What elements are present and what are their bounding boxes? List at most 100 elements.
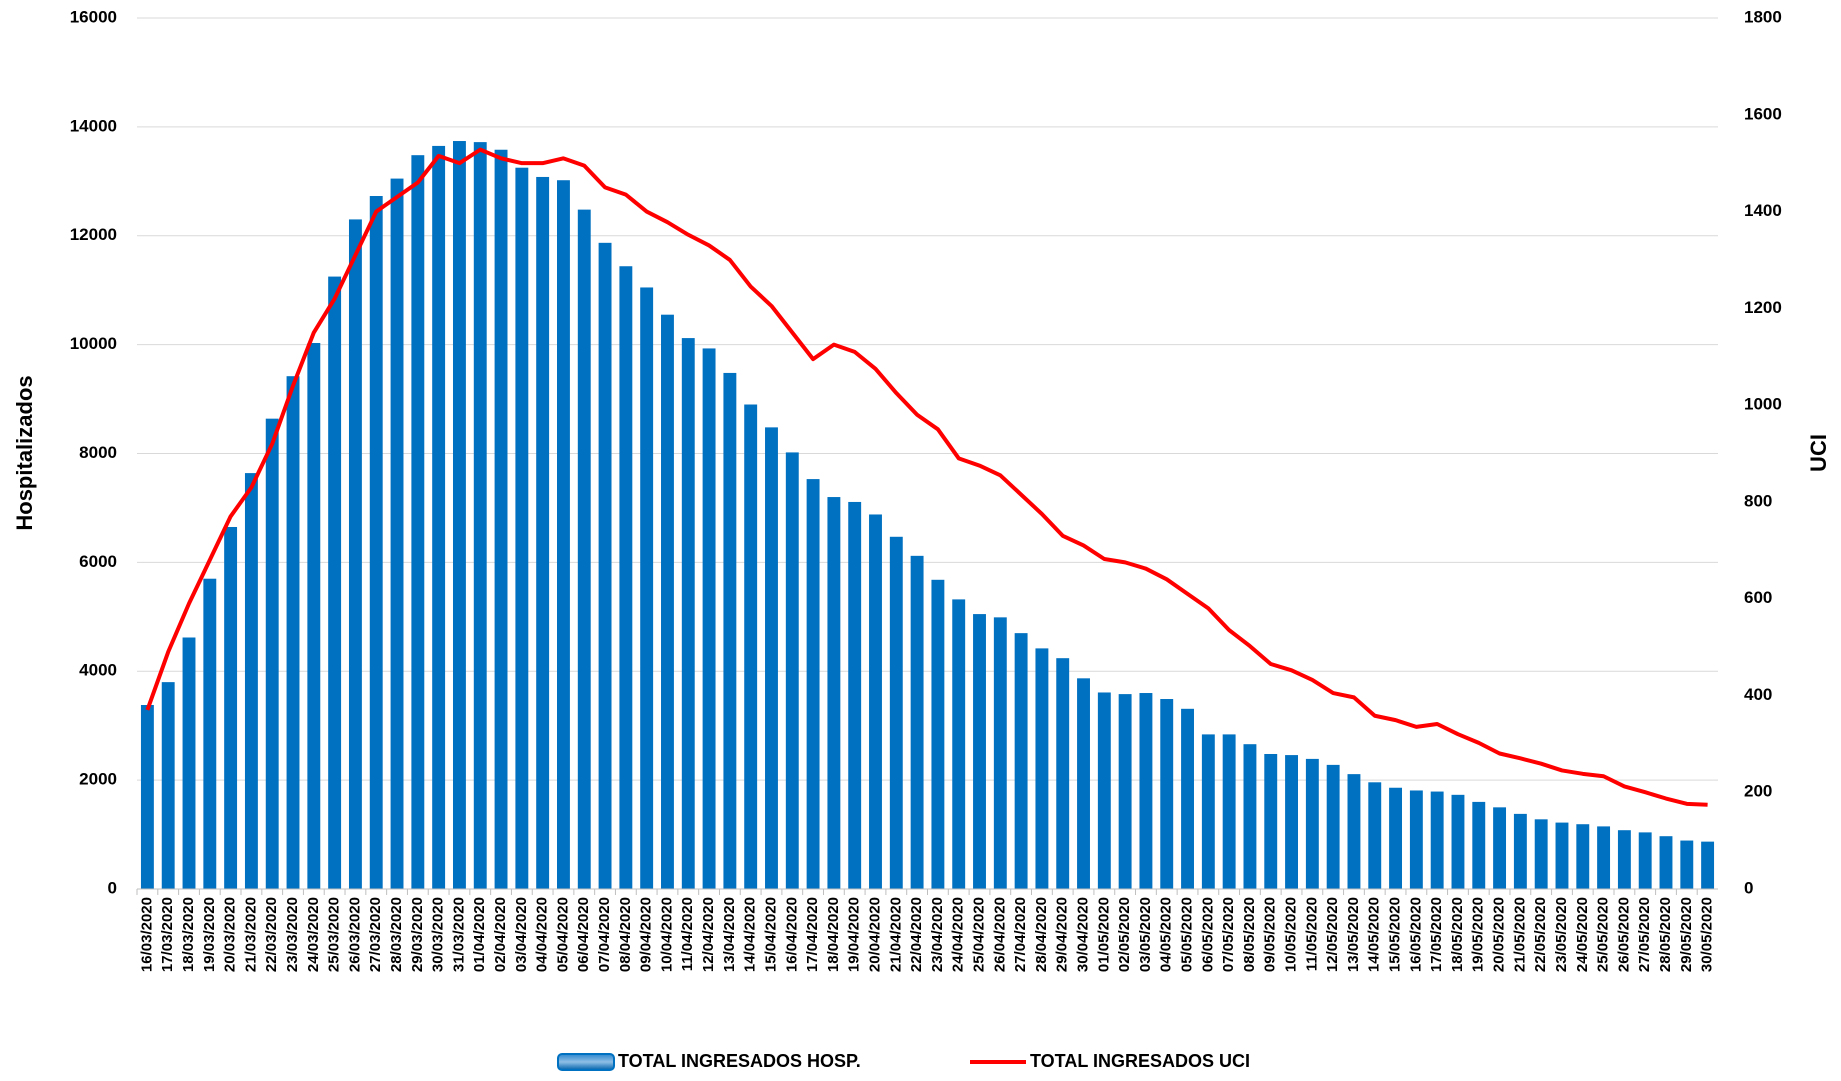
x-tick-label: 23/05/2020 (1553, 897, 1570, 972)
bar (1576, 824, 1590, 889)
x-tick-label: 28/04/2020 (1033, 897, 1050, 972)
x-tick-label: 05/05/2020 (1179, 897, 1196, 972)
bar (286, 376, 300, 890)
bar (1097, 692, 1111, 889)
bar (1389, 787, 1403, 889)
bar (1638, 832, 1652, 889)
bar (827, 497, 841, 889)
bar (681, 338, 695, 889)
x-tick-label: 10/05/2020 (1283, 897, 1300, 972)
bar (1430, 791, 1444, 889)
y2-tick-label: 400 (1744, 685, 1772, 704)
bar (1680, 840, 1694, 889)
x-tick-label: 16/04/2020 (783, 897, 800, 972)
bar (1493, 807, 1507, 889)
bar (889, 536, 903, 889)
x-tick-label: 15/04/2020 (762, 897, 779, 972)
bar (432, 145, 446, 890)
bar (1305, 758, 1319, 889)
x-tick-label: 13/04/2020 (721, 897, 738, 972)
bar (328, 276, 342, 889)
y-tick-label: 16000 (70, 7, 117, 26)
bar (785, 452, 799, 889)
x-tick-label: 02/05/2020 (1116, 897, 1133, 972)
x-tick-label: 27/03/2020 (367, 897, 384, 972)
x-tick-label: 11/04/2020 (679, 897, 696, 971)
y2-tick-label: 1400 (1744, 201, 1782, 220)
bar (1555, 822, 1569, 889)
x-tick-label: 19/04/2020 (846, 897, 863, 972)
x-tick-label: 09/05/2020 (1262, 897, 1279, 972)
bar (598, 242, 612, 889)
bar (244, 473, 258, 889)
x-tick-label: 19/05/2020 (1470, 897, 1487, 972)
x-tick-label: 18/03/2020 (180, 897, 197, 972)
y2-tick-label: 600 (1744, 588, 1772, 607)
bar (1201, 734, 1215, 889)
bar (1264, 753, 1278, 889)
x-tick-label: 21/04/2020 (887, 897, 904, 972)
bar (1326, 764, 1340, 889)
x-tick-label: 30/05/2020 (1699, 897, 1716, 972)
x-tick-label: 16/05/2020 (1407, 897, 1424, 972)
bar (557, 180, 570, 889)
bar (702, 348, 716, 889)
bar (161, 682, 175, 889)
x-tick-label: 26/05/2020 (1615, 897, 1632, 972)
bar (265, 418, 279, 889)
x-tick-label: 20/05/2020 (1491, 897, 1508, 972)
bar (744, 404, 758, 889)
y-tick-label: 6000 (79, 552, 117, 571)
x-tick-label: 13/05/2020 (1345, 897, 1362, 972)
x-tick-label: 14/05/2020 (1366, 897, 1383, 972)
bar (577, 209, 591, 889)
bar (848, 501, 862, 889)
bar (1534, 819, 1548, 889)
y2-tick-label: 1600 (1744, 104, 1782, 123)
x-tick-label: 18/04/2020 (825, 897, 842, 972)
bar (1056, 658, 1070, 889)
x-tick-label: 06/05/2020 (1199, 897, 1216, 972)
y-axis-title: Hospitalizados (12, 375, 37, 530)
bar (1243, 744, 1257, 889)
x-tick-label: 17/03/2020 (159, 897, 176, 972)
x-tick-label: 25/04/2020 (970, 897, 987, 972)
bar (1222, 734, 1236, 889)
x-tick-label: 17/05/2020 (1428, 897, 1445, 972)
x-tick-label: 14/04/2020 (742, 897, 759, 972)
bar (452, 141, 466, 889)
bar (973, 614, 986, 889)
legend-label: TOTAL INGRESADOS HOSP. (618, 1051, 861, 1071)
y2-tick-label: 800 (1744, 491, 1772, 510)
x-tick-label: 01/04/2020 (471, 897, 488, 972)
x-tick-label: 29/04/2020 (1054, 897, 1071, 972)
bar (1160, 699, 1174, 889)
x-tick-label: 12/04/2020 (700, 897, 717, 972)
x-tick-label: 12/05/2020 (1324, 897, 1341, 972)
bar (182, 637, 196, 889)
x-tick-label: 02/04/2020 (492, 897, 509, 972)
bar (640, 287, 654, 889)
x-tick-label: 23/04/2020 (929, 897, 946, 972)
bar (348, 219, 362, 889)
x-tick-label: 27/05/2020 (1636, 897, 1653, 972)
bar (1181, 708, 1194, 889)
x-tick-label: 19/03/2020 (201, 897, 218, 972)
x-tick-label: 17/04/2020 (804, 897, 821, 972)
y-tick-label: 10000 (70, 334, 117, 353)
x-tick-label: 16/03/2020 (138, 897, 155, 972)
x-tick-label: 07/05/2020 (1220, 897, 1237, 972)
x-tick-label: 03/04/2020 (513, 897, 530, 972)
y-tick-label: 14000 (70, 116, 117, 135)
y2-tick-label: 0 (1744, 878, 1753, 897)
x-tick-label: 09/04/2020 (638, 897, 655, 972)
x-tick-label: 24/03/2020 (305, 897, 322, 972)
y2-tick-label: 1800 (1744, 7, 1782, 26)
x-tick-label: 24/04/2020 (950, 897, 967, 972)
x-tick-label: 05/04/2020 (554, 897, 571, 972)
bar (1139, 693, 1153, 889)
x-tick-label: 15/05/2020 (1387, 897, 1404, 972)
x-tick-label: 24/05/2020 (1574, 897, 1591, 972)
legend-swatch (557, 1053, 615, 1071)
bar (1617, 830, 1631, 889)
